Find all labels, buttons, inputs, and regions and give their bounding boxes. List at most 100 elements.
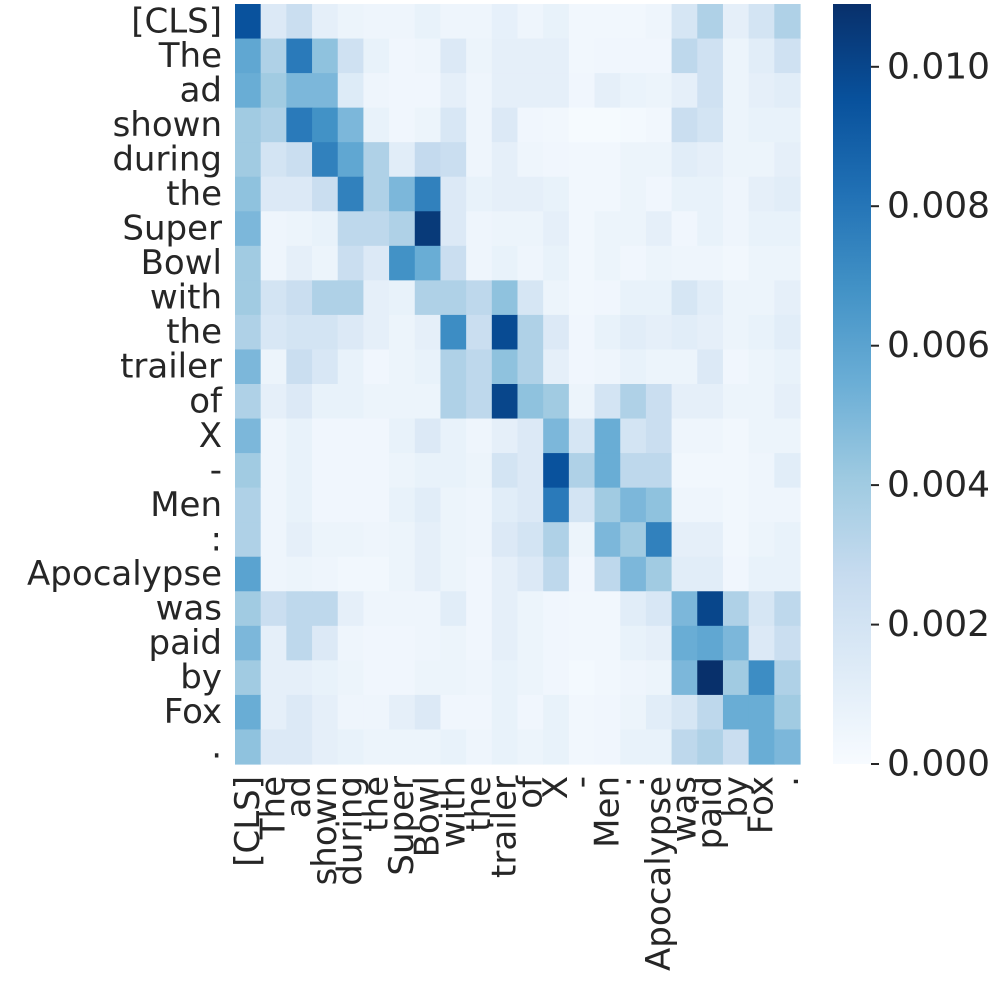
heatmap-cell — [774, 418, 801, 454]
heatmap-cell — [697, 349, 724, 385]
heatmap-cell — [722, 107, 750, 143]
heatmap-cell — [440, 4, 467, 40]
heatmap-cell — [722, 625, 750, 661]
heatmap-cell — [697, 556, 724, 592]
heatmap-cell — [466, 522, 493, 558]
heatmap-cell — [671, 591, 698, 627]
heatmap-cell — [337, 280, 365, 316]
colorbar-tick-label: 0.000 — [887, 744, 990, 785]
heatmap-cell — [363, 453, 390, 489]
y-tick-label: Fox — [164, 692, 222, 732]
heatmap-cell — [774, 556, 801, 592]
heatmap-cell — [312, 591, 339, 627]
heatmap-cell — [697, 487, 724, 523]
heatmap-cell — [748, 73, 775, 109]
y-tick-label: : — [211, 520, 222, 560]
heatmap-cell — [440, 591, 467, 627]
x-tick-label: paid — [690, 776, 730, 849]
y-tick-label: of — [189, 381, 223, 421]
heatmap-cell — [517, 280, 544, 316]
heatmap-cell — [594, 349, 621, 385]
heatmap-cell — [363, 4, 390, 40]
heatmap-cell — [543, 729, 570, 765]
heatmap-cell — [671, 107, 698, 143]
heatmap-cell — [671, 694, 698, 731]
heatmap-cell — [466, 625, 493, 661]
heatmap-cell — [568, 211, 596, 247]
heatmap-cell — [235, 211, 262, 247]
heatmap-cell — [363, 349, 390, 385]
y-tick-label: The — [158, 36, 222, 76]
heatmap-cell — [722, 660, 750, 696]
heatmap-cell — [491, 280, 519, 316]
colorbar-tick-label: 0.002 — [887, 604, 990, 645]
x-tick-label: the — [459, 776, 499, 832]
heatmap-cell — [620, 487, 647, 523]
heatmap-cell — [466, 314, 493, 351]
heatmap-cell — [414, 314, 442, 351]
heatmap-cell — [389, 625, 416, 661]
heatmap-cell — [286, 384, 313, 420]
heatmap-cell — [466, 487, 493, 523]
heatmap-cell — [774, 694, 801, 731]
heatmap-cell — [748, 522, 775, 558]
heatmap-cell — [594, 314, 621, 351]
heatmap-cell — [260, 73, 287, 109]
heatmap-cell — [312, 176, 339, 212]
heatmap-cell — [440, 38, 467, 74]
heatmap-cell — [774, 245, 801, 281]
heatmap-cell — [517, 4, 544, 40]
heatmap-cell — [697, 625, 724, 661]
heatmap-cell — [337, 73, 365, 109]
colorbar — [833, 4, 871, 764]
heatmap-cell — [748, 245, 775, 281]
heatmap-cell — [414, 453, 442, 489]
heatmap-cell — [697, 729, 724, 765]
heatmap-cell — [235, 314, 262, 351]
heatmap-cell — [543, 487, 570, 523]
x-tick-label: shown — [305, 776, 345, 885]
heatmap-cell — [774, 107, 801, 143]
heatmap-cell — [312, 142, 339, 178]
heatmap-cell — [722, 142, 750, 178]
heatmap-cell — [774, 314, 801, 351]
x-tick-label: with — [433, 776, 473, 848]
heatmap-cell — [337, 142, 365, 178]
y-tick-label: Bowl — [141, 243, 222, 283]
heatmap-cell — [440, 694, 467, 731]
heatmap-cell — [414, 280, 442, 316]
heatmap-cell — [774, 142, 801, 178]
heatmap-cell — [389, 142, 416, 178]
heatmap-cell — [337, 418, 365, 454]
heatmap-cell — [722, 176, 750, 212]
x-tick-label: Apocalypse — [639, 776, 679, 971]
heatmap-cell — [389, 591, 416, 627]
heatmap-cell — [286, 418, 313, 454]
x-tick-label: The — [254, 776, 294, 840]
y-tick-label: Super — [122, 209, 222, 249]
heatmap-cell — [312, 4, 339, 40]
heatmap-cell — [645, 453, 673, 489]
heatmap-cell — [671, 522, 698, 558]
heatmap-cell — [260, 314, 287, 351]
heatmap-cell — [363, 556, 390, 592]
heatmap-cell — [260, 245, 287, 281]
heatmap-cell — [594, 384, 621, 420]
heatmap-cell — [466, 142, 493, 178]
heatmap-cell — [235, 142, 262, 178]
heatmap-cell — [594, 176, 621, 212]
heatmap-cell — [748, 418, 775, 454]
heatmap-cell — [260, 107, 287, 143]
heatmap-cell — [312, 107, 339, 143]
heatmap-cell — [517, 487, 544, 523]
heatmap-cell — [286, 556, 313, 592]
heatmap-cell — [260, 660, 287, 696]
heatmap-cell — [363, 73, 390, 109]
heatmap-cell — [363, 694, 390, 731]
x-tick-label: [CLS] — [228, 776, 268, 867]
heatmap-cell — [568, 487, 596, 523]
heatmap-cell — [260, 176, 287, 212]
heatmap-cell — [568, 38, 596, 74]
heatmap-cell — [286, 453, 313, 489]
heatmap-cell — [748, 625, 775, 661]
